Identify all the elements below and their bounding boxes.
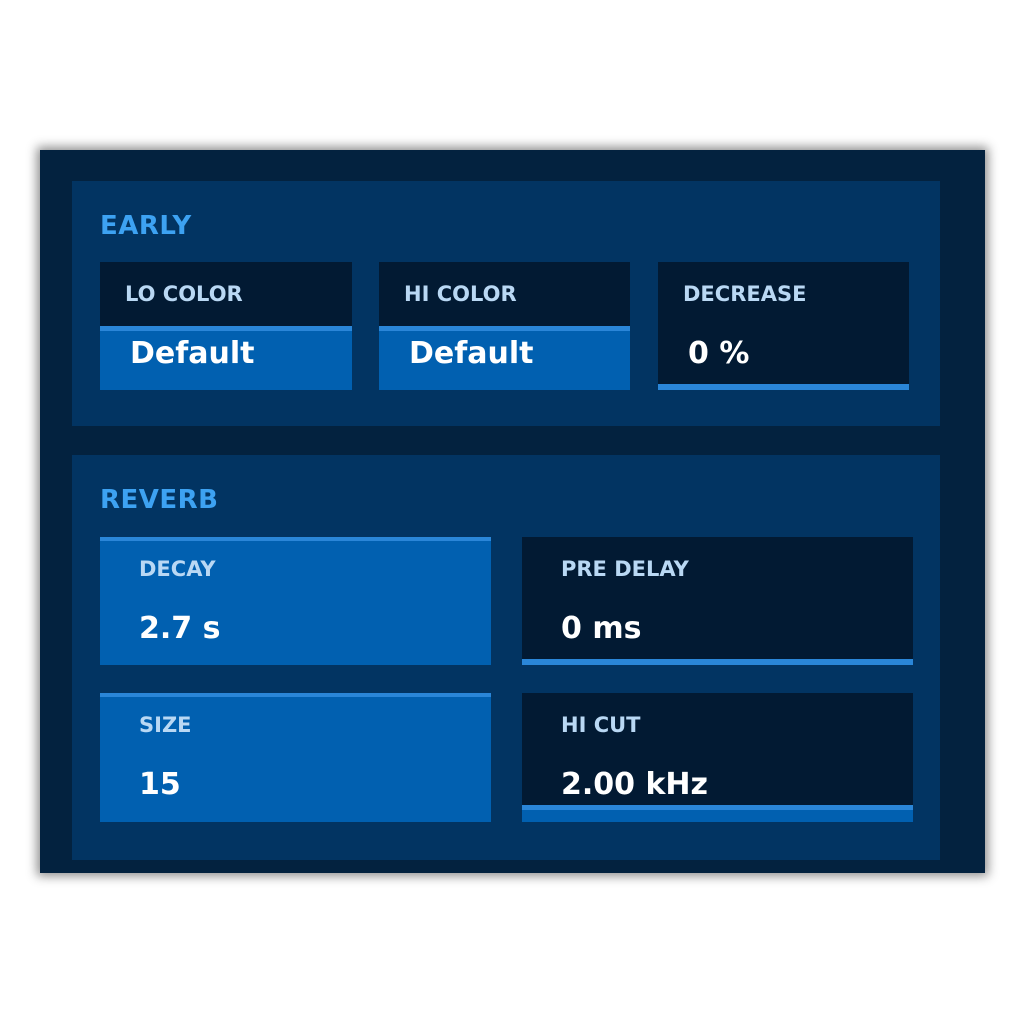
- level-fill: [522, 805, 913, 822]
- level-fill: [379, 326, 630, 390]
- control-label: DECAY: [139, 557, 216, 581]
- level-fill: [100, 693, 491, 822]
- control-value: Default: [409, 336, 534, 371]
- control-label: HI COLOR: [404, 282, 517, 306]
- control-label: HI CUT: [561, 713, 641, 737]
- size-control[interactable]: SIZE 15: [100, 693, 491, 822]
- control-value: 2.00 kHz: [561, 767, 708, 802]
- control-value: 0 ms: [561, 611, 642, 646]
- control-label: PRE DELAY: [561, 557, 689, 581]
- control-label: LO COLOR: [125, 282, 243, 306]
- control-label: SIZE: [139, 713, 192, 737]
- reverb-title: REVERB: [100, 485, 219, 515]
- level-fill: [100, 326, 352, 390]
- early-section: EARLY LO COLOR Default HI COLOR Default …: [72, 181, 940, 426]
- plugin-panel: EARLY LO COLOR Default HI COLOR Default …: [40, 150, 985, 873]
- control-value: Default: [130, 336, 255, 371]
- level-fill: [100, 537, 491, 665]
- level-fill: [522, 659, 913, 665]
- control-value: 0 %: [688, 336, 750, 371]
- hi-cut-control[interactable]: HI CUT 2.00 kHz: [522, 693, 913, 822]
- control-value: 2.7 s: [139, 611, 221, 646]
- level-fill: [658, 384, 909, 390]
- decay-control[interactable]: DECAY 2.7 s: [100, 537, 491, 665]
- control-label: DECREASE: [683, 282, 807, 306]
- control-value: 15: [139, 767, 181, 802]
- decrease-control[interactable]: DECREASE 0 %: [658, 262, 909, 390]
- hi-color-control[interactable]: HI COLOR Default: [379, 262, 630, 390]
- early-title: EARLY: [100, 211, 192, 241]
- lo-color-control[interactable]: LO COLOR Default: [100, 262, 352, 390]
- reverb-section: REVERB DECAY 2.7 s PRE DELAY 0 ms SIZE 1…: [72, 455, 940, 860]
- pre-delay-control[interactable]: PRE DELAY 0 ms: [522, 537, 913, 665]
